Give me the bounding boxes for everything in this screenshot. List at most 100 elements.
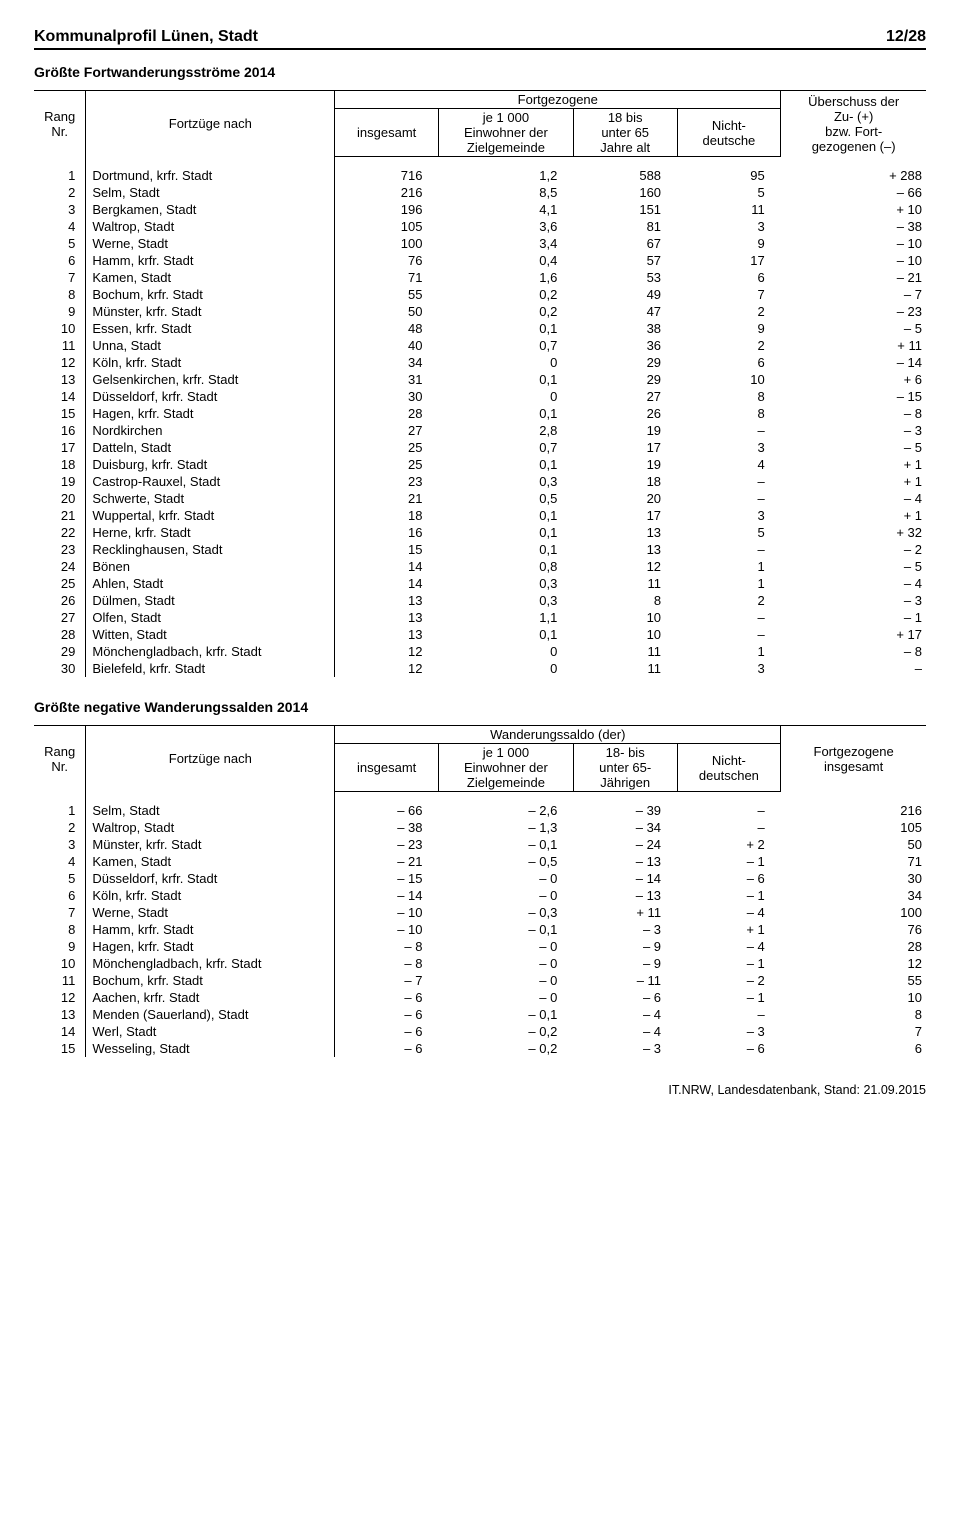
table1-wrap: Rang Nr. Fortzüge nach Fortgezogene Über…: [34, 90, 926, 677]
table-row: 12Aachen, krfr. Stadt– 6– 0– 6– 110: [34, 989, 926, 1006]
cell-a: 21: [335, 490, 439, 507]
cell-rank: 14: [34, 1023, 86, 1040]
cell-c: – 4: [573, 1023, 677, 1040]
cell-name: Mönchengladbach, krfr. Stadt: [86, 955, 335, 972]
cell-b: 0,1: [439, 626, 574, 643]
cell-c: – 14: [573, 870, 677, 887]
cell-a: 34: [335, 354, 439, 371]
cell-a: – 66: [335, 802, 439, 819]
cell-d: – 4: [677, 904, 781, 921]
cell-d: – 6: [677, 870, 781, 887]
cell-rank: 17: [34, 439, 86, 456]
cell-rank: 23: [34, 541, 86, 558]
t2-h-insg: insgesamt: [335, 744, 439, 792]
cell-e: 55: [781, 972, 926, 989]
cell-rank: 7: [34, 269, 86, 286]
table-row: 23Recklinghausen, Stadt150,113–– 2: [34, 541, 926, 558]
cell-name: Wesseling, Stadt: [86, 1040, 335, 1057]
cell-name: Schwerte, Stadt: [86, 490, 335, 507]
cell-d: 17: [677, 252, 781, 269]
cell-d: 8: [677, 388, 781, 405]
cell-c: – 4: [573, 1006, 677, 1023]
table-row: 24Bönen140,8121– 5: [34, 558, 926, 575]
cell-rank: 9: [34, 303, 86, 320]
cell-d: + 1: [677, 921, 781, 938]
cell-c: – 39: [573, 802, 677, 819]
cell-name: Unna, Stadt: [86, 337, 335, 354]
t2-h-nicht: Nicht- deutschen: [677, 744, 781, 792]
t2-h-fort: Fortgezogene insgesamt: [781, 726, 926, 792]
cell-c: – 13: [573, 853, 677, 870]
table-row: 10Essen, krfr. Stadt480,1389– 5: [34, 320, 926, 337]
cell-d: – 2: [677, 972, 781, 989]
cell-rank: 25: [34, 575, 86, 592]
cell-d: – 1: [677, 955, 781, 972]
table-row: 10Mönchengladbach, krfr. Stadt– 8– 0– 9–…: [34, 955, 926, 972]
table-row: 29Mönchengladbach, krfr. Stadt120111– 8: [34, 643, 926, 660]
cell-b: 0,3: [439, 473, 574, 490]
table-row: 14Düsseldorf, krfr. Stadt300278– 15: [34, 388, 926, 405]
cell-name: Essen, krfr. Stadt: [86, 320, 335, 337]
cell-d: – 4: [677, 938, 781, 955]
cell-e: 100: [781, 904, 926, 921]
cell-c: – 3: [573, 1040, 677, 1057]
table-row: 4Kamen, Stadt– 21– 0,5– 13– 171: [34, 853, 926, 870]
table-row: 5Werne, Stadt1003,4679– 10: [34, 235, 926, 252]
cell-d: – 6: [677, 1040, 781, 1057]
section1-title: Größte Fortwanderungsströme 2014: [34, 64, 926, 80]
cell-b: 3,4: [439, 235, 574, 252]
cell-rank: 28: [34, 626, 86, 643]
cell-d: –: [677, 802, 781, 819]
cell-a: – 10: [335, 904, 439, 921]
cell-b: 0: [439, 643, 574, 660]
cell-c: 67: [573, 235, 677, 252]
cell-name: Waltrop, Stadt: [86, 819, 335, 836]
cell-a: 13: [335, 626, 439, 643]
cell-a: 12: [335, 643, 439, 660]
table-row: 18Duisburg, krfr. Stadt250,1194+ 1: [34, 456, 926, 473]
t1-h-nicht: Nicht- deutsche: [677, 109, 781, 157]
cell-name: Köln, krfr. Stadt: [86, 354, 335, 371]
cell-a: 55: [335, 286, 439, 303]
cell-b: 0,8: [439, 558, 574, 575]
table-row: 3Bergkamen, Stadt1964,115111+ 10: [34, 201, 926, 218]
t2-h-rang: Rang Nr.: [34, 726, 86, 792]
cell-b: 0,4: [439, 252, 574, 269]
cell-rank: 5: [34, 870, 86, 887]
cell-e: + 1: [781, 456, 926, 473]
cell-b: 0,1: [439, 371, 574, 388]
cell-d: –: [677, 819, 781, 836]
cell-rank: 4: [34, 218, 86, 235]
cell-e: – 3: [781, 422, 926, 439]
cell-name: Selm, Stadt: [86, 184, 335, 201]
cell-a: – 14: [335, 887, 439, 904]
cell-c: 10: [573, 626, 677, 643]
cell-rank: 30: [34, 660, 86, 677]
t1-h-18: 18 bis unter 65 Jahre alt: [573, 109, 677, 157]
cell-a: 216: [335, 184, 439, 201]
cell-c: – 9: [573, 938, 677, 955]
cell-b: 0: [439, 388, 574, 405]
section2-title: Größte negative Wanderungssalden 2014: [34, 699, 926, 715]
cell-rank: 18: [34, 456, 86, 473]
cell-b: – 0,2: [439, 1023, 574, 1040]
cell-e: – 4: [781, 575, 926, 592]
table-row: 7Werne, Stadt– 10– 0,3+ 11– 4100: [34, 904, 926, 921]
table-row: 4Waltrop, Stadt1053,6813– 38: [34, 218, 926, 235]
cell-rank: 12: [34, 354, 86, 371]
t2-h-18: 18- bis unter 65- Jährigen: [573, 744, 677, 792]
cell-b: 0,1: [439, 456, 574, 473]
cell-c: 29: [573, 354, 677, 371]
cell-e: + 10: [781, 201, 926, 218]
table-row: 6Hamm, krfr. Stadt760,45717– 10: [34, 252, 926, 269]
cell-d: 3: [677, 507, 781, 524]
table-row: 15Hagen, krfr. Stadt280,1268– 8: [34, 405, 926, 422]
table-row: 2Selm, Stadt2168,51605– 66: [34, 184, 926, 201]
cell-e: – 14: [781, 354, 926, 371]
cell-c: 57: [573, 252, 677, 269]
cell-a: 13: [335, 609, 439, 626]
cell-c: 53: [573, 269, 677, 286]
cell-b: 0,2: [439, 303, 574, 320]
cell-rank: 20: [34, 490, 86, 507]
cell-a: 16: [335, 524, 439, 541]
